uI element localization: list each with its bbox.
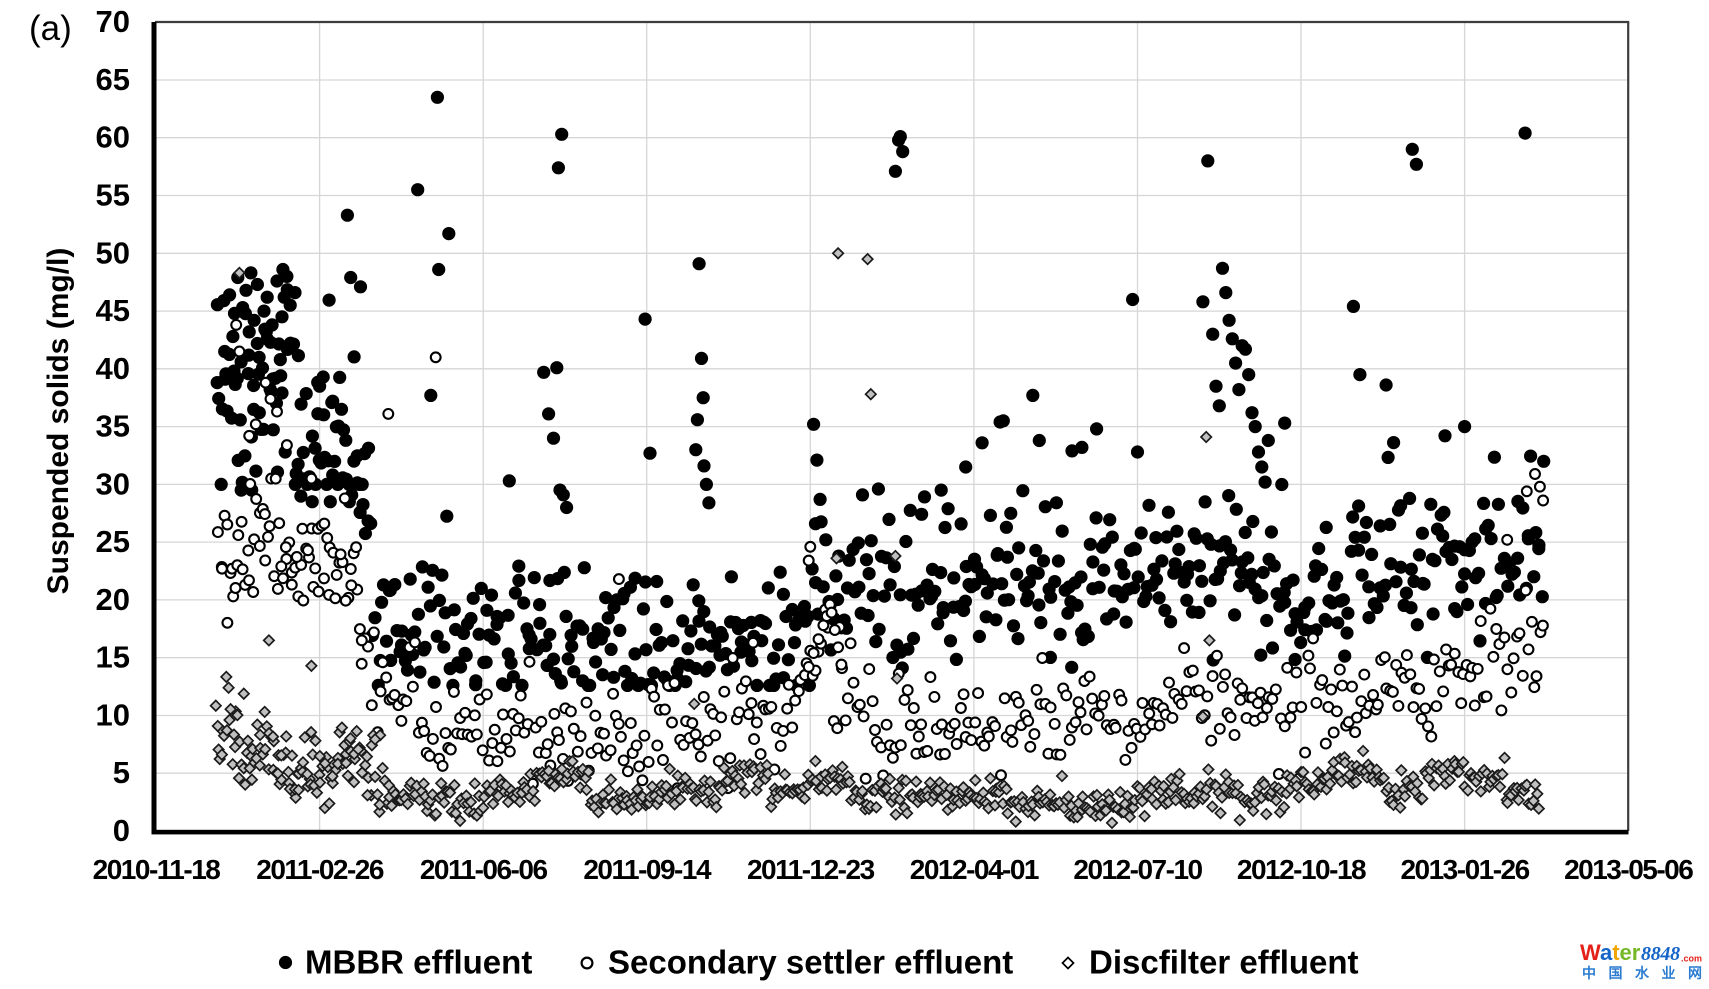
svg-text:Secondary settler effluent: Secondary settler effluent (608, 944, 1013, 981)
svg-text:25: 25 (96, 524, 130, 559)
svg-text:2011-06-06: 2011-06-06 (420, 854, 548, 885)
svg-text:(a): (a) (29, 9, 72, 48)
svg-text:2012-10-18: 2012-10-18 (1237, 854, 1366, 885)
svg-text:2011-09-14: 2011-09-14 (583, 854, 712, 885)
svg-text:0: 0 (113, 813, 130, 848)
svg-text:35: 35 (96, 409, 130, 444)
svg-text:2012-04-01: 2012-04-01 (910, 854, 1039, 885)
svg-text:Suspended solids (mg/l): Suspended solids (mg/l) (42, 248, 75, 595)
svg-text:55: 55 (96, 178, 130, 213)
svg-text:2011-02-26: 2011-02-26 (256, 854, 384, 885)
svg-text:70: 70 (96, 4, 130, 39)
svg-text:8848: 8848 (1641, 943, 1680, 965)
svg-text:45: 45 (96, 293, 130, 328)
svg-text:2013-01-26: 2013-01-26 (1400, 854, 1529, 885)
svg-text:Discfilter effluent: Discfilter effluent (1089, 944, 1359, 981)
svg-text:Water: Water (1580, 940, 1641, 965)
svg-text:60: 60 (96, 120, 130, 155)
svg-text:15: 15 (96, 640, 130, 675)
svg-text:30: 30 (96, 466, 130, 501)
svg-text:5: 5 (113, 755, 130, 790)
svg-text:中国水业网: 中国水业网 (1582, 965, 1709, 981)
svg-text:20: 20 (96, 582, 130, 617)
svg-text:10: 10 (96, 698, 130, 733)
svg-text:2011-12-23: 2011-12-23 (747, 854, 875, 885)
svg-text:50: 50 (96, 235, 130, 270)
svg-text:2012-07-10: 2012-07-10 (1073, 854, 1202, 885)
svg-text:.com: .com (1681, 954, 1702, 964)
svg-text:MBBR effluent: MBBR effluent (305, 944, 532, 981)
svg-text:2010-11-18: 2010-11-18 (93, 854, 221, 885)
svg-text:65: 65 (96, 62, 130, 97)
svg-text:40: 40 (96, 351, 130, 386)
svg-text:2013-05-06: 2013-05-06 (1564, 854, 1693, 885)
